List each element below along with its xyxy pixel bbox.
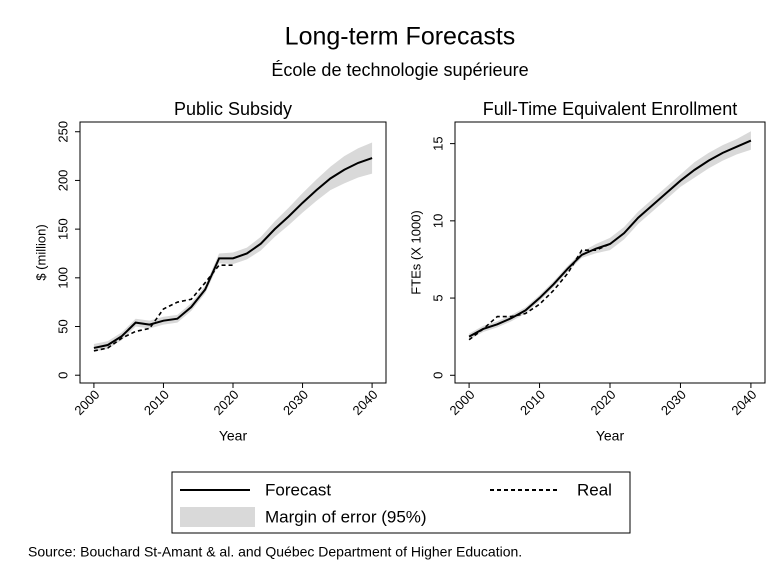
source-note: Source: Bouchard St-Amant & al. and Québ… (28, 544, 522, 560)
panel-title: Full-Time Equivalent Enrollment (483, 99, 737, 119)
y-tick-label: 10 (430, 214, 445, 228)
y-axis-label: FTEs (X 1000) (408, 210, 423, 295)
x-axis-label: Year (596, 428, 625, 444)
series-line (93, 264, 233, 352)
series-line: Real (468, 243, 611, 341)
y-tick-label: 250 (55, 121, 70, 143)
panel-title: Public Subsidy (174, 99, 292, 119)
legend-label: Forecast (265, 480, 331, 499)
legend-label: Margin of error (95%) (265, 507, 427, 526)
y-tick-label: 0 (55, 372, 70, 379)
y-tick-label: 150 (55, 218, 70, 240)
series-line (93, 157, 373, 349)
chart-subtitle: École de technologie supérieure (271, 60, 528, 80)
y-axis-label: $ (million) (33, 224, 48, 280)
y-tick-label: 5 (430, 294, 445, 301)
y-tick-label: 0 (430, 372, 445, 379)
legend-swatch (180, 507, 255, 527)
x-axis-label: Year (219, 428, 248, 444)
y-tick-label: 100 (55, 267, 70, 289)
y-tick-label: 200 (55, 170, 70, 192)
error-band (93, 142, 373, 352)
chart-title: Long-term Forecasts (285, 23, 516, 51)
series-line: Forecast (468, 139, 752, 338)
y-tick-label: 50 (55, 319, 70, 333)
y-tick-label: 15 (430, 136, 445, 150)
error-band: Margin of error (95%) (469, 131, 751, 340)
legend-label: Real (577, 480, 612, 499)
